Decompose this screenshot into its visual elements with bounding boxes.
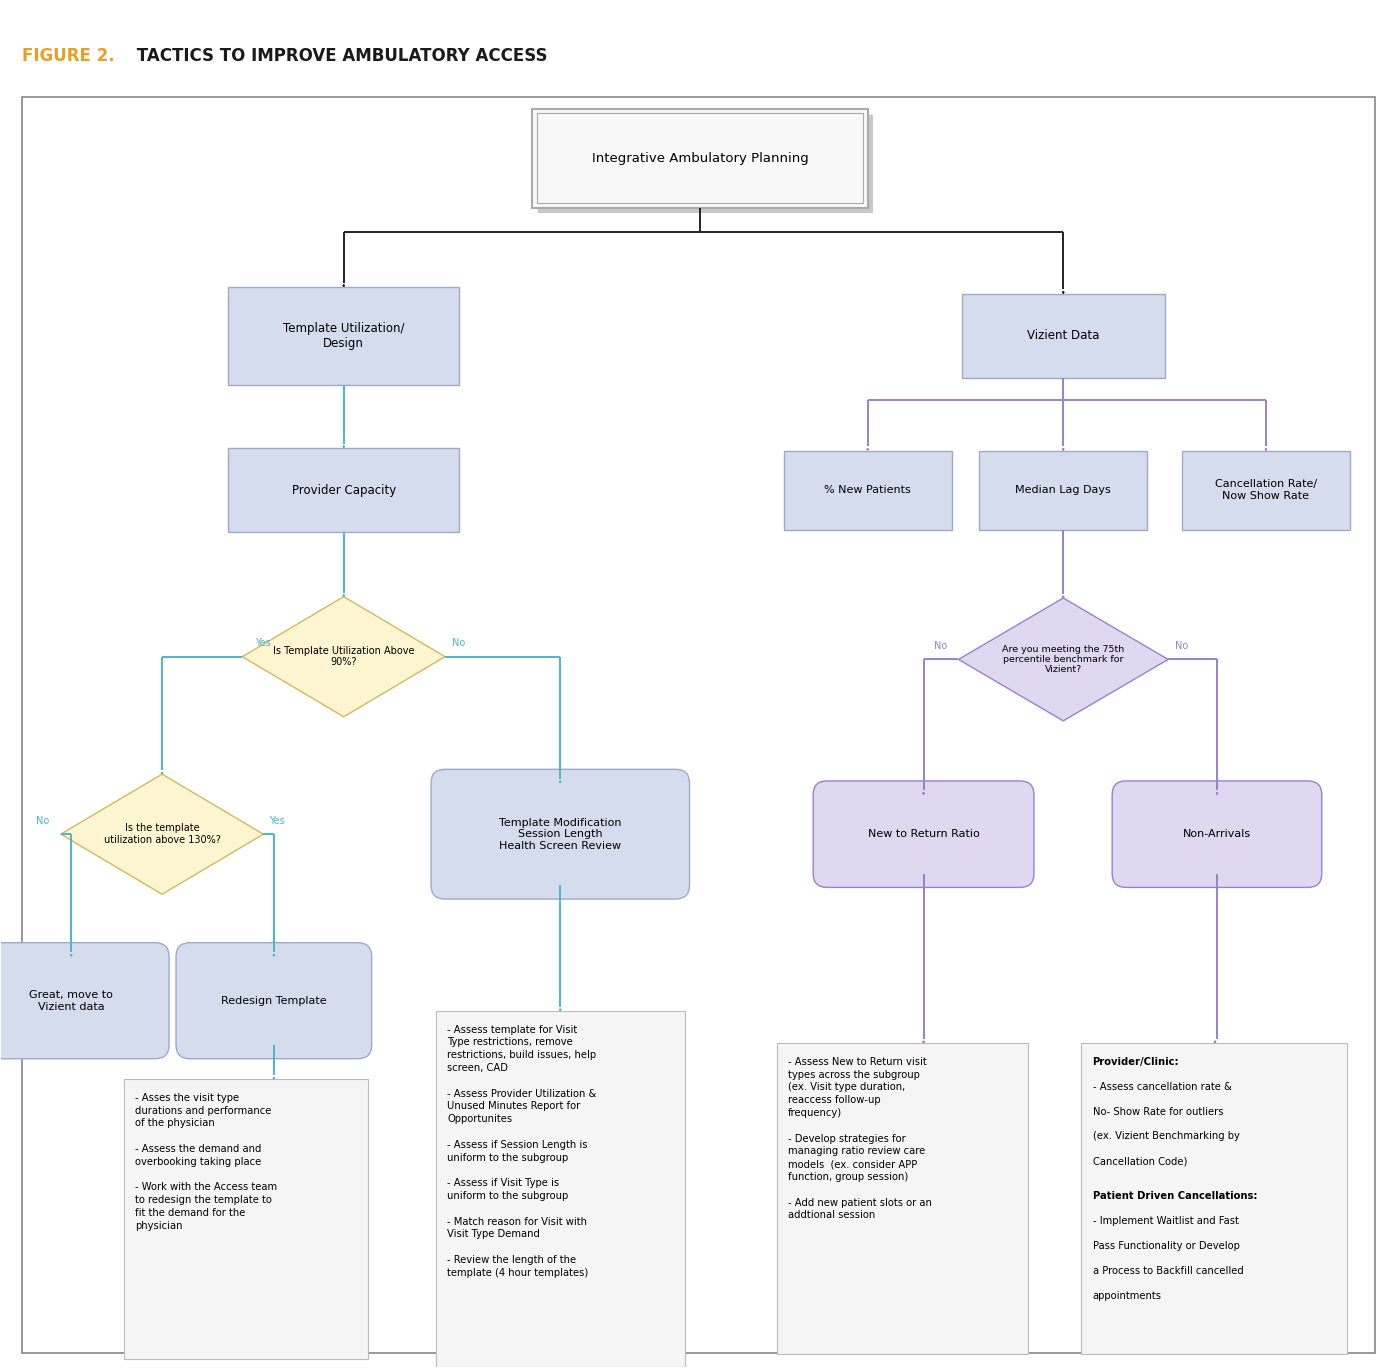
Text: - Assess cancellation rate &: - Assess cancellation rate &	[1092, 1082, 1232, 1092]
FancyBboxPatch shape	[813, 781, 1035, 888]
FancyBboxPatch shape	[228, 287, 459, 384]
Text: Cancellation Rate/
Now Show Rate: Cancellation Rate/ Now Show Rate	[1215, 479, 1317, 501]
Text: No: No	[36, 815, 49, 825]
Text: TACTICS TO IMPROVE AMBULATORY ACCESS: TACTICS TO IMPROVE AMBULATORY ACCESS	[132, 47, 547, 66]
FancyBboxPatch shape	[1081, 1042, 1347, 1354]
Polygon shape	[959, 598, 1168, 721]
FancyBboxPatch shape	[176, 943, 371, 1059]
Text: Is the template
utilization above 130%?: Is the template utilization above 130%?	[104, 824, 221, 845]
Text: Template Modification
Session Length
Health Screen Review: Template Modification Session Length Hea…	[498, 818, 622, 851]
Text: - Assess New to Return visit
types across the subgroup
(ex. Visit type duration,: - Assess New to Return visit types acros…	[788, 1056, 932, 1220]
FancyBboxPatch shape	[1112, 781, 1322, 888]
Text: Patient Driven Cancellations:: Patient Driven Cancellations:	[1092, 1192, 1257, 1201]
FancyBboxPatch shape	[532, 109, 868, 208]
Polygon shape	[60, 774, 263, 895]
Text: No: No	[1176, 640, 1189, 651]
Text: No: No	[934, 640, 948, 651]
Text: Redesign Template: Redesign Template	[221, 996, 326, 1005]
FancyBboxPatch shape	[1182, 450, 1350, 529]
Text: - Implement Waitlist and Fast: - Implement Waitlist and Fast	[1092, 1216, 1239, 1226]
FancyBboxPatch shape	[784, 450, 952, 529]
Text: (ex. Vizient Benchmarking by: (ex. Vizient Benchmarking by	[1092, 1131, 1239, 1141]
Text: - Asses the visit type
durations and performance
of the physician

- Assess the : - Asses the visit type durations and per…	[134, 1093, 277, 1231]
FancyBboxPatch shape	[22, 97, 1375, 1353]
FancyBboxPatch shape	[962, 294, 1165, 378]
Text: No- Show Rate for outliers: No- Show Rate for outliers	[1092, 1107, 1224, 1116]
Text: New to Return Ratio: New to Return Ratio	[868, 829, 980, 839]
Text: Great, move to
Vizient data: Great, move to Vizient data	[29, 990, 113, 1011]
Text: FIGURE 2.: FIGURE 2.	[22, 47, 115, 66]
FancyBboxPatch shape	[0, 943, 169, 1059]
Text: Non-Arrivals: Non-Arrivals	[1183, 829, 1252, 839]
Text: Integrative Ambulatory Planning: Integrative Ambulatory Planning	[592, 152, 808, 166]
Text: Yes: Yes	[255, 637, 272, 648]
Text: No: No	[452, 637, 466, 648]
FancyBboxPatch shape	[538, 115, 874, 213]
Text: - Assess template for Visit
Type restrictions, remove
restrictions, build issues: - Assess template for Visit Type restric…	[447, 1025, 596, 1278]
Polygon shape	[242, 596, 445, 717]
Text: Provider/Clinic:: Provider/Clinic:	[1092, 1056, 1179, 1067]
FancyBboxPatch shape	[228, 447, 459, 532]
Text: Pass Functionality or Develop: Pass Functionality or Develop	[1092, 1241, 1239, 1250]
Text: Cancellation Code): Cancellation Code)	[1092, 1156, 1187, 1167]
Text: Median Lag Days: Median Lag Days	[1015, 486, 1112, 495]
FancyBboxPatch shape	[980, 450, 1147, 529]
FancyBboxPatch shape	[536, 114, 864, 204]
Text: appointments: appointments	[1092, 1291, 1162, 1301]
Text: a Process to Backfill cancelled: a Process to Backfill cancelled	[1092, 1265, 1243, 1276]
Text: Template Utilization/
Design: Template Utilization/ Design	[283, 321, 405, 350]
Text: Are you meeting the 75th
percentile benchmark for
Vizient?: Are you meeting the 75th percentile benc…	[1002, 644, 1124, 674]
Text: Vizient Data: Vizient Data	[1028, 330, 1099, 342]
Text: Provider Capacity: Provider Capacity	[291, 484, 396, 497]
FancyBboxPatch shape	[777, 1042, 1029, 1354]
Text: Is Template Utilization Above
90%?: Is Template Utilization Above 90%?	[273, 646, 414, 668]
Text: % New Patients: % New Patients	[825, 486, 911, 495]
Text: Yes: Yes	[269, 815, 286, 825]
FancyBboxPatch shape	[123, 1079, 368, 1358]
FancyBboxPatch shape	[435, 1011, 685, 1368]
FancyBboxPatch shape	[431, 769, 690, 899]
